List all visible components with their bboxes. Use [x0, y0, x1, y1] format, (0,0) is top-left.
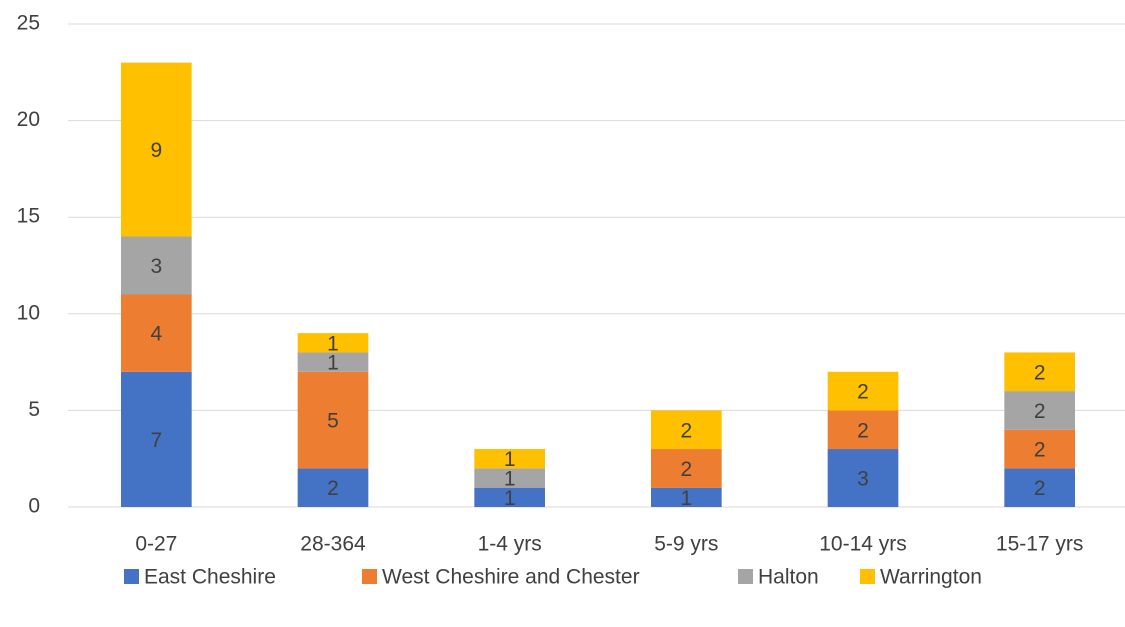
bar-segment [651, 487, 722, 507]
bar-segment [121, 236, 192, 295]
legend-swatch [860, 569, 875, 584]
y-tick-label: 15 [17, 205, 40, 228]
y-tick-label: 0 [28, 495, 40, 518]
bar-segment [651, 410, 722, 450]
legend-label: East Cheshire [144, 566, 276, 589]
bar-segment [474, 468, 545, 488]
bar-segment [297, 371, 369, 469]
data-label: 3 [150, 255, 162, 278]
data-label: 2 [680, 458, 692, 481]
data-label: 2 [680, 419, 692, 442]
legend-swatch [124, 569, 139, 584]
bar-segment [474, 487, 545, 507]
y-tick-label: 5 [28, 398, 40, 421]
legend-label: Halton [758, 566, 819, 589]
bar-segment [827, 371, 899, 411]
legend-swatch [738, 569, 753, 584]
y-tick-label: 20 [17, 108, 40, 131]
y-tick-label: 10 [17, 301, 40, 324]
bar-segment [121, 294, 192, 372]
bar-segment [1004, 429, 1075, 469]
data-label: 2 [1034, 361, 1046, 384]
data-label: 1 [504, 448, 516, 471]
bar-segment [827, 410, 899, 450]
x-tick-label: 5-9 yrs [654, 533, 718, 556]
data-label: 4 [150, 323, 162, 346]
bar-segment [474, 449, 545, 469]
x-tick-label: 28-364 [300, 533, 366, 556]
bar-segment [1004, 352, 1075, 392]
data-label: 3 [857, 468, 869, 491]
legend-label: Warrington [880, 566, 982, 589]
x-tick-label: 15-17 yrs [996, 533, 1084, 556]
data-label: 9 [150, 139, 162, 162]
bar-segment [827, 449, 899, 507]
data-label: 1 [504, 468, 516, 491]
data-label: 1 [504, 487, 516, 510]
bar-segment [297, 352, 369, 372]
data-label: 1 [680, 487, 692, 510]
x-tick-label: 10-14 yrs [819, 533, 907, 556]
bar-segment [1004, 468, 1075, 507]
x-tick-label: 1-4 yrs [478, 533, 542, 556]
data-label: 2 [1034, 439, 1046, 462]
data-label: 2 [1034, 477, 1046, 500]
data-label: 2 [1034, 400, 1046, 423]
bar-segment [1004, 391, 1075, 430]
y-tick-label: 25 [17, 12, 40, 35]
data-label: 7 [150, 429, 162, 452]
bar-segment [121, 371, 192, 507]
x-tick-label: 0-27 [135, 533, 177, 556]
data-label: 5 [327, 410, 339, 433]
data-label: 1 [327, 352, 339, 375]
data-label: 2 [857, 419, 869, 442]
legend-swatch [362, 569, 377, 584]
bar-segment [297, 468, 369, 507]
data-label: 2 [327, 477, 339, 500]
bar-segment [121, 62, 192, 237]
data-label: 1 [327, 332, 339, 355]
data-label: 2 [857, 381, 869, 404]
bar-segment [297, 333, 369, 353]
bar-segment [651, 449, 722, 488]
legend-label: West Cheshire and Chester [382, 566, 640, 589]
